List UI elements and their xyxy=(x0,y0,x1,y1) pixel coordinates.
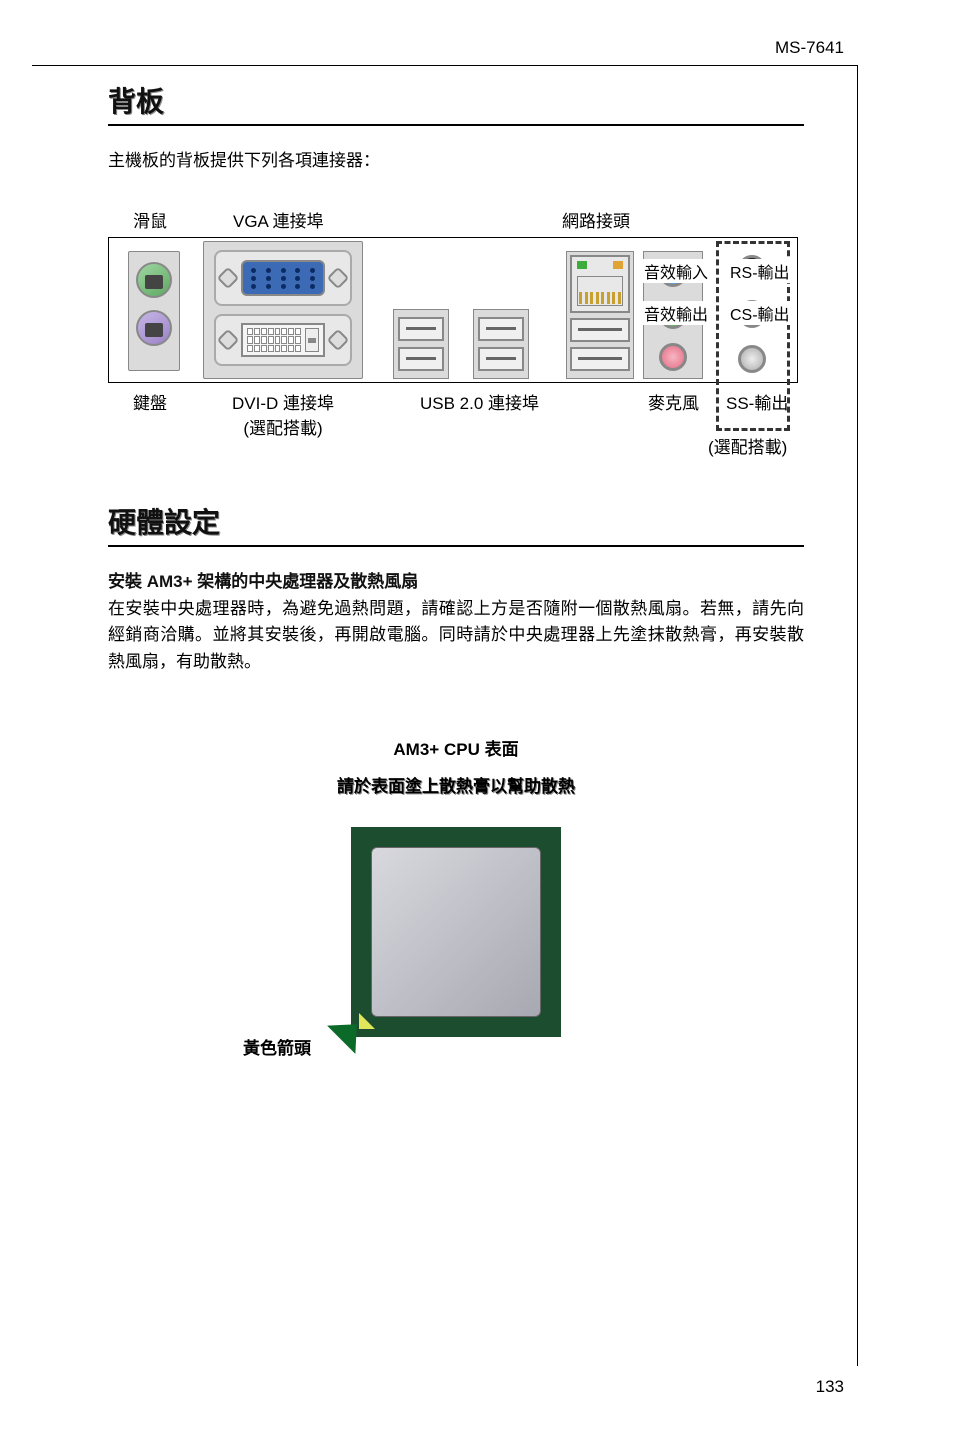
cpu-pcb xyxy=(351,827,561,1037)
usb-port xyxy=(398,347,444,371)
ps2-group xyxy=(128,251,180,371)
label-vga: VGA 連接埠 xyxy=(233,207,324,232)
dvi-opt-text: (選配搭載) xyxy=(213,414,353,439)
dvi-text: DVI-D 連接埠 xyxy=(213,389,353,414)
cpu-diagram-area: AM3+ CPU 表面 請於表面塗上散熱膏以幫助散熱 黃色箭頭 xyxy=(108,735,804,1037)
label-opt: (選配搭載) xyxy=(708,433,787,458)
ps2-mouse-port xyxy=(136,262,172,298)
usb-port xyxy=(570,318,630,342)
hw-setup-title: 硬體設定 xyxy=(108,501,804,547)
dvi-port xyxy=(214,314,352,366)
back-panel-title: 背板 xyxy=(108,80,804,126)
usb-group-2 xyxy=(473,309,529,379)
label-line-out: 音效輸出 xyxy=(642,301,710,325)
lan-port xyxy=(570,255,630,313)
cpu-illustration: 黃色箭頭 xyxy=(351,827,561,1037)
label-mouse: 滑鼠 xyxy=(133,207,167,232)
label-lan: 網路接頭 xyxy=(562,207,630,232)
label-usb: USB 2.0 連接埠 xyxy=(420,389,539,414)
usb-port xyxy=(570,347,630,371)
ps2-keyboard-port xyxy=(136,310,172,346)
back-panel-intro: 主機板的背板提供下列各項連接器： xyxy=(108,146,804,171)
usb-port xyxy=(478,317,524,341)
mic-jack xyxy=(659,343,687,371)
cpu-die xyxy=(371,847,541,1017)
label-cs-out: CS-輸出 xyxy=(728,301,792,325)
cpu-install-body: 在安裝中央處理器時，為避免過熱問題，請確認上方是否隨附一個散熱風扇。若無，請先向… xyxy=(108,596,804,675)
cpu-corner-triangle-icon xyxy=(359,1013,375,1029)
usb-port xyxy=(398,317,444,341)
lan-group xyxy=(566,251,634,379)
video-group xyxy=(203,241,363,379)
label-mic: 麥克風 xyxy=(648,389,699,414)
label-ss-out: SS-輸出 xyxy=(726,389,788,414)
label-line-in: 音效輸入 xyxy=(642,259,710,283)
ss-out-jack xyxy=(738,345,766,373)
label-keyboard: 鍵盤 xyxy=(133,389,167,414)
usb-port xyxy=(478,347,524,371)
page-content: 背板 主機板的背板提供下列各項連接器： 滑鼠 VGA 連接埠 網路接頭 xyxy=(108,80,804,1331)
vga-port xyxy=(214,250,352,306)
model-number: MS-7641 xyxy=(775,38,844,58)
yellow-arrow-label: 黃色箭頭 xyxy=(243,1034,311,1059)
back-panel-diagram: 滑鼠 VGA 連接埠 網路接頭 xyxy=(108,201,798,441)
usb-group-1 xyxy=(393,309,449,379)
label-rs-out: RS-輸出 xyxy=(728,259,792,283)
cpu-subtitle-2: 請於表面塗上散熱膏以幫助散熱 xyxy=(337,772,575,797)
cpu-subtitle-1: AM3+ CPU 表面 xyxy=(393,735,518,760)
cpu-install-heading: 安裝 AM3+ 架構的中央處理器及散熱風扇 xyxy=(108,567,804,592)
page-number: 133 xyxy=(816,1377,844,1397)
label-dvi: DVI-D 連接埠 (選配搭載) xyxy=(213,389,353,439)
